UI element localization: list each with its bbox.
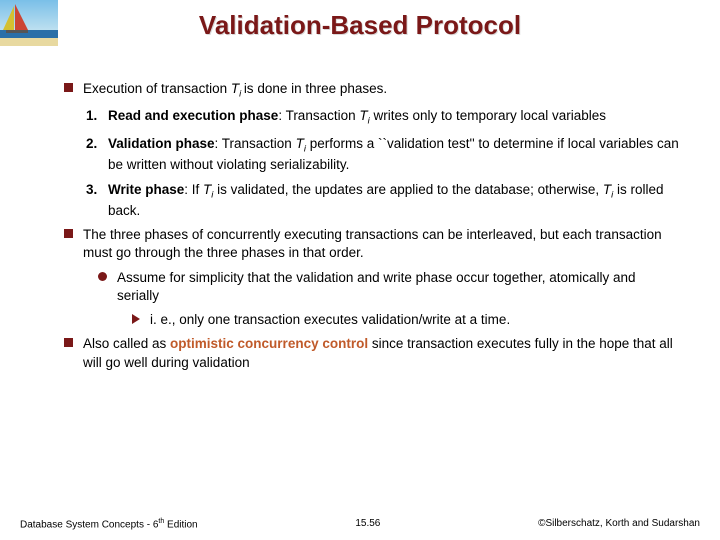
slide-thumbnail-image [0,0,58,46]
numbered-item: 1. Read and execution phase: Transaction… [86,107,680,128]
bullet-item: Also called as optimistic concurrency co… [64,335,680,371]
numbered-item: 2. Validation phase: Transaction Ti perf… [86,135,680,175]
square-bullet-icon [64,229,73,238]
sub-bullet-item: Assume for simplicity that the validatio… [98,269,680,305]
square-bullet-icon [64,338,73,347]
triangle-bullet-icon [132,314,140,324]
bullet-item: The three phases of concurrently executi… [64,226,680,262]
slide-footer: Database System Concepts - 6th Edition 1… [20,518,700,530]
footer-page-number: 15.56 [355,518,380,530]
slide-title: Validation-Based Protocol [0,0,720,41]
square-bullet-icon [64,83,73,92]
sub-sub-bullet-item: i. e., only one transaction executes val… [132,311,680,329]
footer-copyright: ©Silberschatz, Korth and Sudarshan [538,518,700,530]
slide-content: Execution of transaction Ti is done in t… [64,80,680,378]
numbered-item: 3. Write phase: If Ti is validated, the … [86,181,680,221]
bullet-item: Execution of transaction Ti is done in t… [64,80,680,101]
circle-bullet-icon [98,272,107,281]
footer-left: Database System Concepts - 6th Edition [20,518,198,530]
